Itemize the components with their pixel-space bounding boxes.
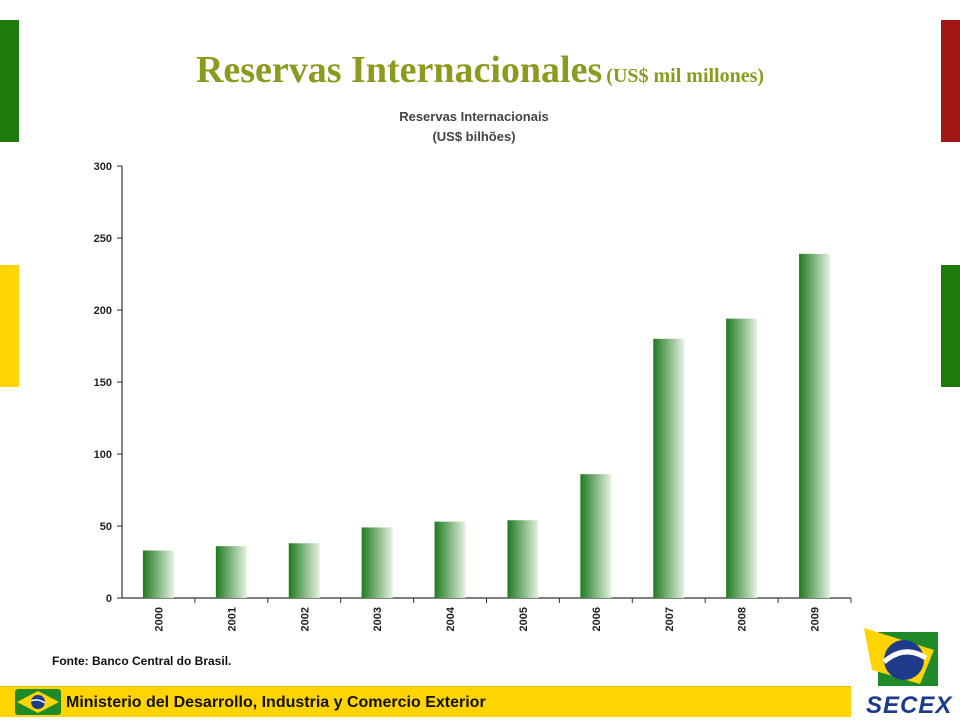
- x-tick-label: 2005: [518, 607, 530, 631]
- x-tick-label: 2006: [591, 607, 603, 631]
- chart-bars: [142, 253, 831, 598]
- y-tick-label: 50: [100, 521, 112, 533]
- left-top-bar: [0, 20, 19, 142]
- bar-2001: [215, 546, 247, 598]
- x-tick-label: 2003: [372, 607, 384, 631]
- bar-chart: Reservas Internacionais (US$ bilhões) 0 5…: [94, 109, 852, 631]
- slide-title: Reservas Internacionales (US$ mil millon…: [0, 48, 960, 92]
- bar-2000: [142, 550, 174, 598]
- x-tick-label: 2002: [299, 607, 311, 631]
- bar-2007: [653, 338, 685, 598]
- x-tick-label: 2009: [810, 607, 822, 631]
- right-bottom-bar: [941, 265, 960, 387]
- right-top-bar: [941, 20, 960, 142]
- left-bottom-bar: [0, 265, 19, 387]
- slide-title-main: Reservas Internacionales: [195, 49, 603, 91]
- y-tick-label: 250: [94, 233, 112, 245]
- bar-2004: [434, 521, 466, 598]
- secex-logo-icon: [864, 628, 938, 686]
- x-tick-label: 2004: [445, 606, 457, 631]
- bar-2005: [507, 520, 539, 598]
- x-tick-label: 2000: [153, 607, 165, 631]
- bar-2006: [580, 474, 612, 598]
- bar-2008: [726, 318, 758, 598]
- y-tick-label: 300: [94, 161, 112, 173]
- bar-2003: [361, 527, 393, 598]
- brazil-flag-icon: [15, 689, 61, 715]
- bar-2009: [799, 253, 831, 598]
- secex-logo-text: SECEX: [866, 692, 953, 719]
- chart-title: Reservas Internacionais: [399, 109, 549, 124]
- y-tick-label: 200: [94, 305, 112, 317]
- footer-ministry-text: Ministerio del Desarrollo, Industria y C…: [66, 694, 486, 711]
- y-tick-label: 100: [94, 449, 112, 461]
- footer-bar: Ministerio del Desarrollo, Industria y C…: [0, 686, 851, 717]
- slide-title-unit: (US$ mil millones): [606, 65, 765, 87]
- x-tick-label: 2001: [226, 607, 238, 631]
- y-tick-label: 150: [94, 377, 112, 389]
- chart-axes: 0 50 100 150 200 250 300 2000 2001 2002 2003 2004 20…: [94, 161, 852, 631]
- bar-2002: [288, 543, 320, 598]
- x-tick-label: 2007: [664, 607, 676, 631]
- x-tick-label: 2008: [737, 607, 749, 631]
- y-tick-label: 0: [106, 593, 112, 605]
- chart-subtitle: (US$ bilhões): [432, 129, 515, 144]
- source-note: Fonte: Banco Central do Brasil.: [52, 654, 232, 668]
